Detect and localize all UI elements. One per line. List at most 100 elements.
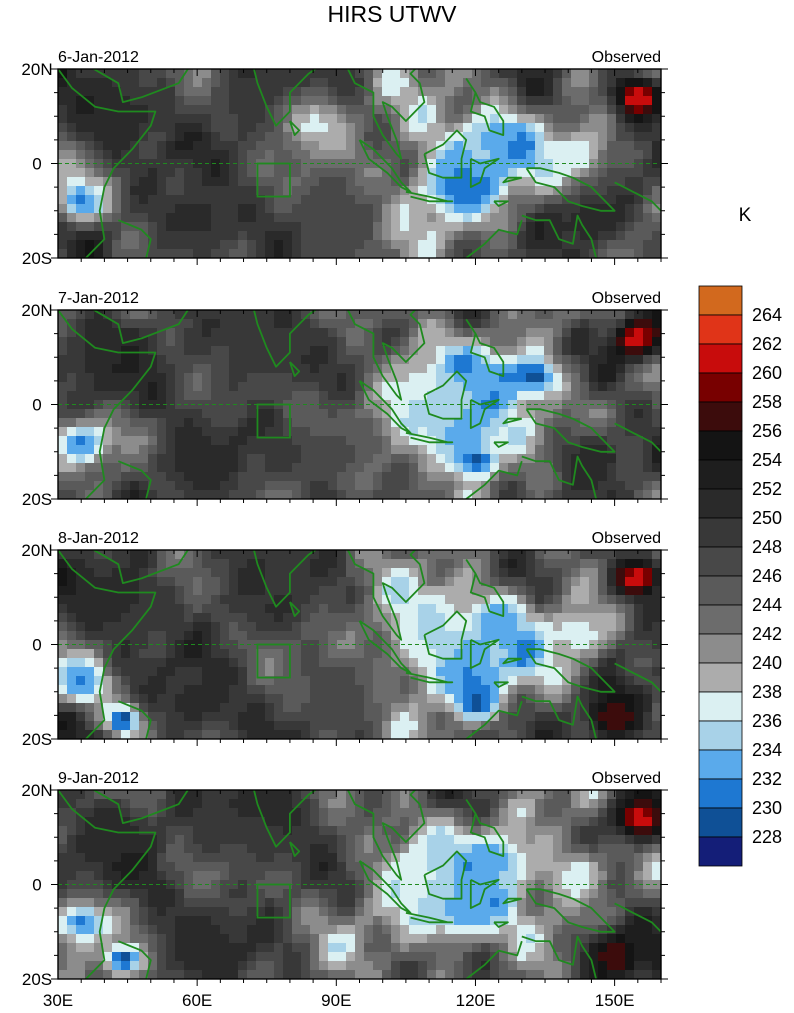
field-cell: [301, 204, 311, 214]
field-cell: [499, 808, 509, 818]
field-cell: [130, 844, 140, 854]
field-cell: [166, 712, 176, 722]
field-cell: [310, 87, 320, 97]
field-cell: [76, 676, 86, 686]
field-cell: [139, 463, 149, 473]
field-cell: [58, 649, 68, 659]
field-cell: [310, 319, 320, 329]
field-cell: [283, 105, 293, 115]
field-cell: [634, 667, 644, 677]
coastline: [58, 310, 157, 499]
field-cell: [382, 141, 392, 151]
field-cell: [643, 132, 653, 142]
field-cell: [598, 631, 608, 641]
field-cell: [355, 577, 365, 587]
field-cell: [301, 87, 311, 97]
field-cell: [481, 150, 491, 160]
field-cell: [652, 658, 661, 668]
field-cell: [337, 319, 347, 329]
field-cell: [85, 790, 95, 800]
field-cell: [535, 595, 545, 605]
field-cell: [598, 87, 608, 97]
field-cell: [337, 427, 347, 437]
field-cell: [283, 310, 293, 320]
field-cell: [463, 817, 473, 827]
field-cell: [625, 373, 635, 383]
field-cell: [607, 105, 617, 115]
field-cell: [229, 799, 239, 809]
field-cell: [373, 622, 383, 632]
field-cell: [76, 559, 86, 569]
field-cell: [67, 168, 77, 178]
field-cell: [103, 481, 113, 491]
field-cell: [436, 204, 446, 214]
field-cell: [571, 481, 581, 491]
field-cell: [634, 355, 644, 365]
field-cell: [301, 658, 311, 668]
field-cell: [364, 319, 374, 329]
field-cell: [202, 364, 212, 374]
field-cell: [364, 249, 374, 258]
field-cell: [589, 694, 599, 704]
field-cell: [94, 78, 104, 88]
field-cell: [616, 195, 626, 205]
field-cell: [67, 712, 77, 722]
field-cell: [76, 844, 86, 854]
field-cell: [112, 186, 122, 196]
field-cell: [94, 454, 104, 464]
field-cell: [490, 622, 500, 632]
field-cell: [292, 568, 302, 578]
field-cell: [589, 195, 599, 205]
field-cell: [346, 631, 356, 641]
field-cell: [310, 150, 320, 160]
field-cell: [103, 69, 113, 79]
field-cell: [274, 808, 284, 818]
field-cell: [67, 382, 77, 392]
field-cell: [634, 213, 644, 223]
field-cell: [85, 418, 95, 428]
field-cell: [76, 391, 86, 401]
field-cell: [148, 436, 158, 446]
field-cell: [355, 658, 365, 668]
field-cell: [589, 382, 599, 392]
field-cell: [517, 835, 527, 845]
field-cell: [130, 319, 140, 329]
coastline: [405, 191, 454, 203]
field-cell: [499, 310, 509, 320]
field-cell: [544, 463, 554, 473]
coastline: [423, 129, 468, 179]
field-cell: [373, 835, 383, 845]
field-cell: [472, 132, 482, 142]
field-cell: [418, 186, 428, 196]
field-cell: [265, 141, 275, 151]
field-cell: [292, 595, 302, 605]
field-cell: [445, 808, 455, 818]
field-cell: [157, 604, 167, 614]
field-cell: [94, 213, 104, 223]
field-cell: [211, 168, 221, 178]
field-cell: [436, 694, 446, 704]
field-cell: [526, 328, 536, 338]
field-cell: [553, 790, 563, 800]
field-cell: [463, 150, 473, 160]
field-cell: [418, 141, 428, 151]
field-cell: [256, 346, 266, 356]
field-cell: [562, 712, 572, 722]
field-cell: [103, 186, 113, 196]
field-cell: [427, 346, 437, 356]
field-cell: [580, 481, 590, 491]
field-cell: [553, 141, 563, 151]
field-cell: [634, 658, 644, 668]
field-cell: [94, 123, 104, 133]
field-cell: [580, 703, 590, 713]
field-cell: [256, 604, 266, 614]
field-cell: [58, 730, 68, 739]
field-cell: [67, 622, 77, 632]
field-cell: [193, 168, 203, 178]
field-cell: [229, 622, 239, 632]
field-cell: [310, 355, 320, 365]
field-cell: [571, 231, 581, 241]
field-cell: [598, 721, 608, 731]
field-cell: [481, 550, 491, 560]
field-cell: [589, 105, 599, 115]
